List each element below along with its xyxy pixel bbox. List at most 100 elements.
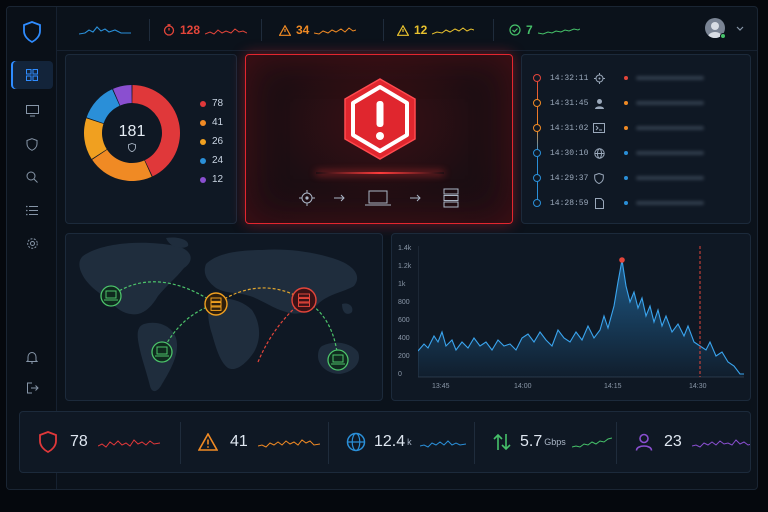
sparkline-red: [97, 439, 160, 448]
timeline-time: 14:31:45: [550, 98, 589, 108]
timeline-item[interactable]: 14:31:45: [532, 96, 742, 110]
peak-marker[interactable]: [619, 257, 625, 263]
laptop-icon: [365, 190, 391, 206]
bottom-stat-bandwidth-value: 5.7: [520, 433, 543, 450]
top-stat-low[interactable]: 7: [509, 21, 580, 39]
donut-segment[interactable]: [132, 85, 180, 177]
monitor-icon: [25, 105, 39, 117]
sidebar: [7, 7, 57, 489]
dashboard-window: 128 34 12 7 181: [6, 6, 758, 490]
timeline-time: 14:32:11: [550, 73, 589, 83]
bottom-stat-warnings[interactable]: 41: [198, 412, 320, 472]
legend-label: 12: [212, 174, 224, 185]
nav-dashboard-button[interactable]: [11, 61, 53, 89]
arrow-right-icon: [334, 194, 345, 202]
bottom-stat-threats[interactable]: 78: [38, 412, 160, 472]
warning-icon: [198, 433, 218, 451]
map-node-laptop-1: [100, 285, 122, 307]
top-stat-high[interactable]: 34: [279, 21, 357, 39]
map-node-server-critical: [291, 287, 317, 313]
legend-item: 12: [200, 174, 223, 185]
shield-icon: [39, 431, 57, 453]
list-icon: [26, 205, 38, 215]
server-icon: [443, 188, 459, 208]
search-icon: [26, 171, 38, 183]
bottom-stats-bar: 78 41 12.4 k 5.7 Gbps 23: [19, 411, 751, 473]
gear-icon: [26, 237, 38, 249]
bottom-stat-users[interactable]: 23: [634, 412, 750, 472]
world-map[interactable]: [66, 234, 383, 401]
top-sparkline-green: [537, 28, 580, 35]
threat-map-panel: [65, 233, 383, 401]
nav-settings-button[interactable]: [11, 229, 53, 257]
online-status-dot: [720, 33, 726, 39]
severity-dot: [624, 151, 628, 155]
shield-icon: [26, 137, 38, 151]
file-icon: [592, 196, 606, 210]
info-icon: [397, 24, 409, 36]
logout-button[interactable]: [11, 374, 53, 402]
y-tick-label: 800: [398, 299, 410, 306]
donut-segment[interactable]: [92, 149, 152, 181]
map-node-server-1: [204, 292, 228, 316]
donut-segment[interactable]: [86, 89, 120, 124]
nav-list-button[interactable]: [11, 196, 53, 224]
donut-segment[interactable]: [113, 85, 132, 106]
chevron-down-icon[interactable]: [736, 26, 744, 32]
legend-swatch: [200, 138, 206, 145]
shield-small-icon: [128, 143, 136, 152]
users-icon: [635, 433, 653, 451]
timeline-line: [537, 75, 538, 206]
traffic-area-chart[interactable]: [418, 246, 744, 378]
critical-alert-panel[interactable]: [245, 54, 513, 224]
bottom-stat-bandwidth[interactable]: 5.7 Gbps: [492, 412, 612, 472]
top-stat-critical[interactable]: 128: [163, 21, 248, 39]
bottom-stat-warnings-value: 41: [230, 433, 248, 450]
y-tick-label: 1.2k: [398, 263, 412, 270]
bottom-stat-connections[interactable]: 12.4 k: [346, 412, 466, 472]
legend-swatch: [200, 119, 206, 126]
timeline-item[interactable]: 14:30:10: [532, 146, 742, 160]
notifications-button[interactable]: [11, 343, 53, 371]
timeline-item[interactable]: 14:29:37: [532, 171, 742, 185]
timeline-item[interactable]: 14:31:02: [532, 121, 742, 135]
redacted-text: [636, 176, 704, 180]
timeline-item[interactable]: 14:28:59: [532, 196, 742, 210]
target-icon: [299, 190, 315, 206]
bottom-stat-connections-unit: k: [407, 437, 412, 447]
severity-donut-panel: 181 78 41 26 24 12: [65, 54, 237, 224]
y-tick-label: 1k: [398, 281, 406, 288]
logo-shield-icon: [22, 21, 42, 48]
traffic-line: [418, 259, 744, 375]
legend-item: 41: [200, 117, 223, 128]
severity-dot: [624, 126, 628, 130]
logout-icon: [26, 382, 39, 394]
bottom-stat-threats-value: 78: [70, 433, 88, 450]
timeline-marker: [533, 99, 541, 107]
top-stat-high-value: 34: [296, 23, 310, 37]
donut-hole: [103, 104, 161, 162]
terminal-icon: [592, 121, 606, 135]
top-stat-critical-value: 128: [180, 23, 201, 37]
legend-label: 24: [212, 155, 224, 166]
x-tick-label: 13:45: [432, 383, 450, 390]
x-tick-label: 14:15: [604, 383, 622, 390]
nav-search-button[interactable]: [11, 163, 53, 191]
donut-segment[interactable]: [84, 118, 107, 159]
alert-hexagon-icon[interactable]: [340, 75, 420, 165]
nav-devices-button[interactable]: [11, 97, 53, 125]
y-tick-label: 1.4k: [398, 245, 412, 252]
legend-label: 41: [212, 117, 224, 128]
severity-donut-chart[interactable]: [80, 81, 184, 185]
warning-icon: [279, 24, 291, 36]
clock-alert-icon: [163, 24, 175, 36]
severity-dot: [624, 101, 628, 105]
top-stat-medium[interactable]: 12: [397, 21, 475, 39]
redacted-text: [636, 76, 704, 80]
timeline-marker: [533, 199, 541, 207]
timeline-item[interactable]: 14:32:11: [532, 71, 742, 85]
grid-icon: [26, 69, 38, 81]
nav-security-button[interactable]: [11, 130, 53, 158]
y-tick-label: 600: [398, 317, 410, 324]
redacted-text: [636, 101, 704, 105]
